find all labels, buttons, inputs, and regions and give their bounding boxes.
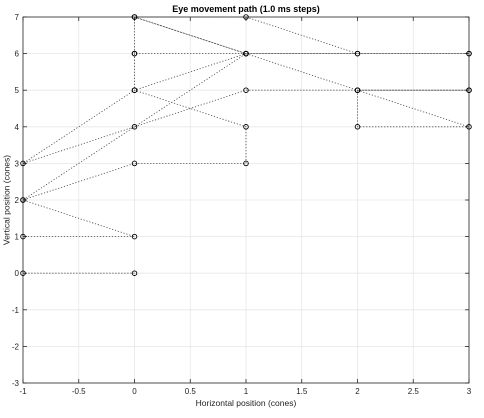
data-point: [466, 50, 472, 57]
eye-path-points: [20, 14, 472, 276]
x-tick-label: 3: [467, 387, 472, 396]
y-axis-label: Vertical position (cones): [1, 155, 11, 245]
data-point: [466, 124, 472, 130]
data-point: [131, 50, 138, 57]
y-tick-label: 2: [15, 196, 20, 205]
y-tick-label: 6: [15, 50, 20, 59]
data-point: [243, 160, 249, 167]
data-point: [243, 87, 249, 93]
x-tick-label: 1: [244, 387, 249, 396]
data-point: [20, 270, 26, 276]
x-axis-label: Horizontal position (cones): [196, 398, 297, 408]
data-point: [354, 50, 361, 57]
data-point: [131, 160, 138, 167]
y-tick-label: 4: [15, 123, 20, 132]
data-point: [243, 50, 249, 57]
data-point: [20, 160, 26, 167]
x-tick-label: -1: [19, 387, 27, 396]
y-tick-label: 5: [15, 86, 20, 95]
x-tick-label: 0: [132, 387, 137, 396]
data-point: [354, 124, 361, 130]
y-tick-label: -2: [12, 342, 20, 351]
data-point: [243, 124, 249, 130]
y-tick-label: 1: [15, 233, 20, 242]
data-point: [354, 87, 361, 93]
data-point: [131, 14, 138, 20]
data-point: [20, 197, 26, 203]
eye-path-polyline: [21, 16, 470, 274]
grid-lines: [22, 16, 470, 384]
data-point: [20, 233, 26, 240]
data-point: [243, 14, 249, 20]
x-tick-label: 1.5: [296, 387, 308, 396]
data-point: [131, 87, 138, 93]
x-tick-label: -0.5: [72, 387, 86, 396]
y-tick-label: 7: [15, 13, 20, 22]
x-tick-label: 2: [355, 387, 360, 396]
data-point: [131, 270, 138, 276]
data-point: [131, 124, 138, 130]
data-point: [131, 233, 138, 240]
chart-title: Eye movement path (1.0 ms steps): [172, 4, 320, 14]
y-tick-label: -3: [12, 379, 20, 388]
x-tick-label: 0.5: [185, 387, 197, 396]
axis-ticks: -1 -0.5 0 0.5 1 1.5 2 2.5 3 -3 -2 -1 0 1 2 3 4 5 6 7: [12, 13, 472, 396]
y-tick-label: 3: [15, 159, 20, 168]
data-point: [466, 87, 472, 93]
y-tick-label: -1: [12, 306, 20, 315]
x-tick-label: 2.5: [408, 387, 420, 396]
eye-path-line: [21, 16, 470, 274]
y-tick-label: 0: [15, 269, 20, 278]
